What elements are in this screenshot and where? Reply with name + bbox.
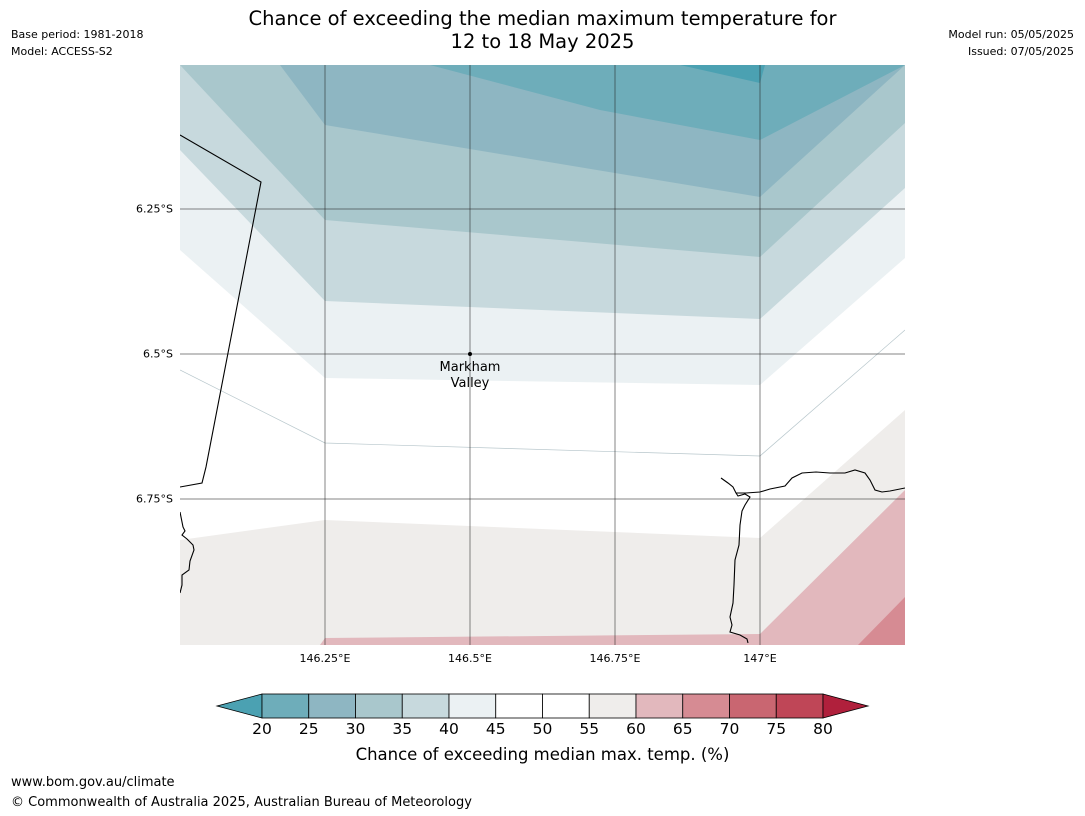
colorbar-segment (448, 693, 497, 719)
colorbar-tick-label: 70 (719, 720, 740, 738)
title-line-2: 12 to 18 May 2025 (450, 30, 635, 53)
map-title: Chance of exceeding the median maximum t… (0, 7, 1085, 53)
colorbar-tick-label: 35 (392, 720, 413, 738)
base-period: Base period: 1981-2018 (11, 28, 144, 41)
lat-label-6-25: 6.25°S (136, 202, 173, 216)
colorbar-tick-label: 25 (298, 720, 319, 738)
colorbar-arrow-low (215, 693, 263, 719)
place-label-markham-valley: Markham Valley (440, 360, 501, 392)
zone-20-25 (430, 65, 905, 140)
colorbar-tick-label: 30 (345, 720, 366, 738)
colorbar-arrow-high (822, 693, 870, 719)
colorbar (215, 693, 870, 719)
colorbar-tick-label: 50 (532, 720, 553, 738)
colorbar-segment (588, 693, 637, 719)
lon-label-146-25: 146.25°E (299, 652, 351, 665)
probability-map (180, 65, 905, 645)
colorbar-segment (729, 693, 777, 719)
zone-60-65 (320, 490, 905, 645)
model-name: Model: ACCESS-S2 (11, 45, 113, 58)
colorbar-tick-label: 40 (439, 720, 459, 738)
place-label-line-1: Markham (439, 360, 501, 375)
meta-right: Model run: 05/05/2025 Issued: 07/05/2025 (948, 26, 1074, 60)
colorbar-segment (635, 693, 684, 719)
colorbar-tick-label: 45 (485, 720, 506, 738)
colorbar-tick-label: 20 (252, 720, 272, 738)
model-run: Model run: 05/05/2025 (948, 28, 1074, 41)
colorbar-segment (308, 693, 356, 719)
issued-date: Issued: 07/05/2025 (967, 45, 1074, 58)
zone-55-60 (180, 410, 905, 645)
colorbar-segment (542, 693, 590, 719)
colorbar-label: Chance of exceeding median max. temp. (%… (355, 745, 730, 764)
colorbar-tick-label: 55 (579, 720, 600, 738)
colorbar-segment (775, 693, 824, 719)
boundary-lines (180, 134, 905, 644)
lon-label-147: 147°E (743, 652, 777, 665)
markham-valley-marker (468, 352, 472, 356)
footer-copyright: © Commonwealth of Australia 2025, Austra… (11, 795, 472, 810)
colorbar-tick-label: 75 (766, 720, 787, 738)
colorbar-segment (261, 693, 310, 719)
meta-left: Base period: 1981-2018 Model: ACCESS-S2 (11, 26, 143, 60)
footer-url: www.bom.gov.au/climate (11, 775, 175, 790)
title-line-1: Chance of exceeding the median maximum t… (248, 7, 837, 30)
zone-65-70 (858, 597, 905, 645)
colorbar-tick-label: 60 (626, 720, 646, 738)
colorbar-segment (495, 693, 543, 719)
lat-label-6-75: 6.75°S (136, 492, 173, 506)
colorbar-tick-label: 80 (813, 720, 833, 738)
lon-label-146-5: 146.5°E (448, 652, 492, 665)
colorbar-segment (355, 693, 403, 719)
colorbar-segment (401, 693, 450, 719)
place-label-line-2: Valley (450, 376, 490, 391)
zone-lt-20 (680, 65, 765, 83)
lat-label-6-5: 6.5°S (143, 347, 173, 361)
contour-lines (180, 329, 905, 457)
lon-label-146-75: 146.75°E (589, 652, 641, 665)
colorbar-tick-label: 65 (672, 720, 693, 738)
colorbar-segment (682, 693, 730, 719)
